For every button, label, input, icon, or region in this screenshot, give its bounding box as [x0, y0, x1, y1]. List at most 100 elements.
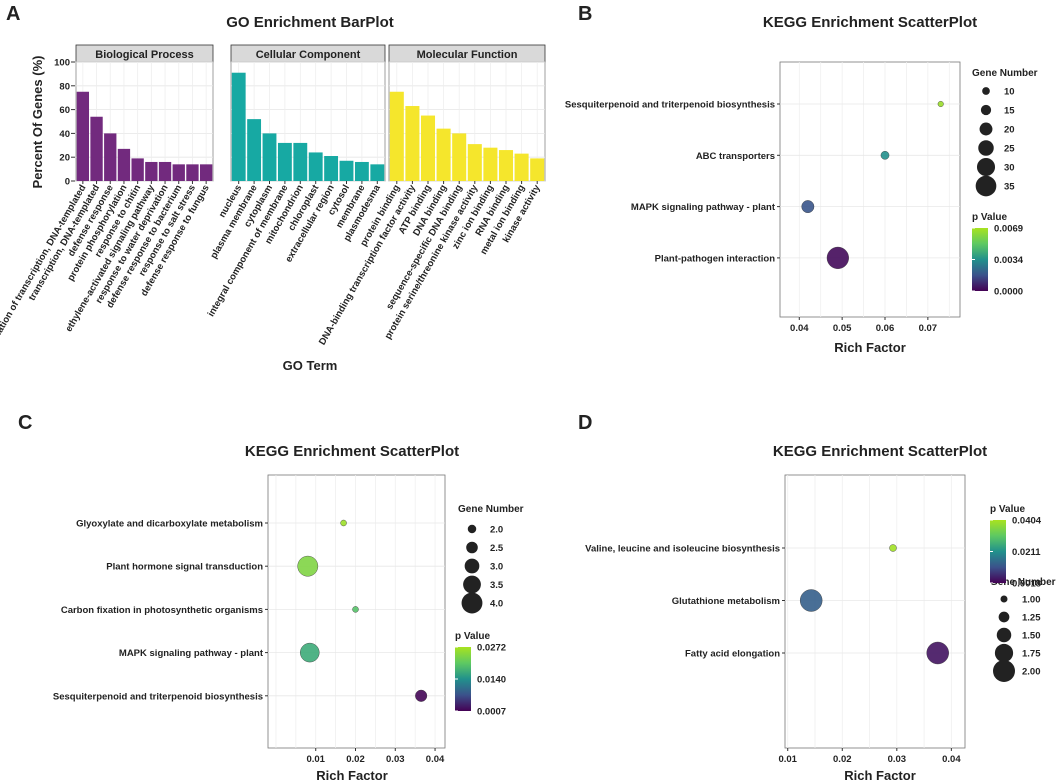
- size-legend-label: 20: [1004, 125, 1015, 136]
- size-legend-marker: [464, 558, 480, 574]
- size-legend-marker: [466, 541, 478, 554]
- size-legend-title: Gene Number: [458, 504, 524, 515]
- x-tick-label: 0.04: [942, 754, 961, 765]
- size-legend-label: 10: [1004, 87, 1015, 98]
- bar: [117, 148, 131, 181]
- x-tick-label: 0.01: [778, 754, 797, 765]
- bar: [354, 161, 369, 181]
- bar: [308, 152, 323, 181]
- size-legend-label: 3.5: [490, 580, 504, 591]
- size-legend-marker: [994, 643, 1014, 663]
- x-tick-label: 0.04: [426, 754, 445, 765]
- chart-title: GO Enrichment BarPlot: [226, 14, 394, 31]
- size-legend-marker: [467, 524, 477, 534]
- data-point: [880, 150, 890, 160]
- x-tick-label: 0.01: [306, 754, 325, 765]
- color-legend-label: 0.0272: [477, 643, 506, 654]
- bar: [231, 72, 246, 181]
- x-axis-label: Rich Factor: [834, 340, 906, 355]
- data-point: [300, 642, 320, 663]
- size-legend-label: 35: [1004, 182, 1015, 193]
- size-legend-marker: [996, 627, 1012, 643]
- y-tick-label: Glyoxylate and dicarboxylate metabolism: [76, 519, 263, 530]
- x-tick-label: 0.05: [833, 323, 852, 334]
- color-legend-label: 0.0000: [994, 287, 1023, 298]
- bar: [324, 156, 339, 181]
- size-legend-label: 30: [1004, 163, 1015, 174]
- data-point: [826, 246, 849, 269]
- color-legend-label: 0.0404: [1012, 516, 1042, 527]
- facet-label: Biological Process: [95, 49, 193, 61]
- data-point: [352, 606, 359, 613]
- data-point: [926, 641, 949, 665]
- plot-area: [779, 61, 961, 318]
- kegg-scatter-b: KEGG Enrichment ScatterPlot Rich Factor …: [565, 14, 1038, 355]
- size-legend-marker: [976, 157, 996, 177]
- y-tick-label: 100: [54, 58, 70, 69]
- size-legend-marker: [461, 592, 483, 614]
- bar: [131, 158, 144, 181]
- size-legend-label: 2.00: [1022, 667, 1041, 678]
- chart-title: KEGG Enrichment ScatterPlot: [763, 14, 977, 31]
- color-legend-label: 0.0007: [477, 707, 506, 718]
- color-legend-label: 0.0069: [994, 224, 1023, 235]
- data-point: [799, 589, 823, 612]
- size-legend-marker: [975, 175, 997, 197]
- x-axis-label: Rich Factor: [844, 768, 916, 783]
- data-point: [297, 555, 319, 577]
- size-legend-label: 1.75: [1022, 649, 1041, 660]
- size-legend-marker: [993, 660, 1015, 682]
- y-tick-label: Sesquiterpenoid and triterpenoid biosynt…: [53, 691, 263, 702]
- bar: [199, 164, 213, 181]
- chart-title: KEGG Enrichment ScatterPlot: [773, 443, 987, 460]
- y-tick-label: Carbon fixation in photosynthetic organi…: [61, 605, 263, 616]
- bar: [467, 144, 482, 181]
- x-tick-label: 0.02: [346, 754, 365, 765]
- size-legend-label: 2.0: [490, 525, 503, 536]
- color-bar: [972, 228, 988, 291]
- size-legend-marker: [998, 611, 1010, 623]
- kegg-scatter-d: KEGG Enrichment ScatterPlot Rich Factor …: [585, 443, 1056, 783]
- bar: [76, 91, 90, 181]
- bar: [293, 142, 308, 181]
- data-point: [889, 544, 897, 552]
- size-legend-label: 1.50: [1022, 631, 1041, 642]
- panel-letter-a: A: [6, 3, 20, 25]
- y-tick-label: 0: [65, 177, 70, 188]
- color-legend-label: 0.0140: [477, 675, 506, 686]
- y-tick-label: MAPK signaling pathway - plant: [119, 648, 264, 659]
- size-legend-marker: [980, 104, 992, 116]
- x-tick-label: 0.06: [876, 323, 895, 334]
- color-legend-title: p Value: [455, 631, 490, 642]
- color-legend-label: 0.0018: [1012, 579, 1041, 590]
- color-legend-title: p Value: [990, 504, 1025, 515]
- size-legend-label: 4.0: [490, 599, 503, 610]
- bar: [498, 150, 514, 181]
- y-tick-label: Plant hormone signal transduction: [106, 562, 263, 573]
- bar: [262, 133, 277, 181]
- y-tick-label: Plant-pathogen interaction: [655, 253, 776, 264]
- panel-letter-c: C: [18, 412, 32, 434]
- y-tick-label: Valine, leucine and isoleucine biosynthe…: [585, 544, 780, 555]
- bar: [530, 158, 545, 181]
- bar: [483, 147, 498, 181]
- go-bar-chart: GO Enrichment BarPlot Percent Of Genes (…: [0, 14, 546, 373]
- bar: [370, 164, 385, 181]
- x-tick-label: 0.07: [919, 323, 938, 334]
- size-legend-label: 15: [1004, 106, 1015, 117]
- bar: [104, 133, 117, 181]
- data-point: [801, 200, 815, 213]
- bar: [277, 142, 292, 181]
- bar: [90, 116, 103, 181]
- x-tick-label: 0.02: [833, 754, 852, 765]
- data-point: [340, 519, 347, 527]
- y-tick-label: Sesquiterpenoid and triterpenoid biosynt…: [565, 100, 775, 111]
- y-tick-label: 20: [59, 153, 70, 164]
- y-tick-label: 40: [59, 129, 70, 140]
- bar: [247, 119, 262, 181]
- facet-label: Molecular Function: [417, 49, 518, 61]
- size-legend-marker: [979, 122, 993, 136]
- facet-label: Cellular Component: [256, 49, 361, 61]
- color-bar: [990, 520, 1006, 583]
- size-legend-label: 1.25: [1022, 613, 1041, 624]
